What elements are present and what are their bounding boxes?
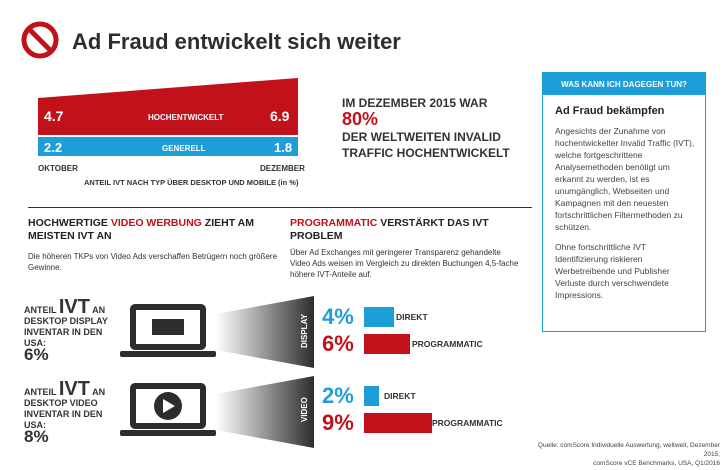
- prog-head-red: PROGRAMMATIC: [290, 217, 378, 229]
- display-an-word: AN: [92, 305, 106, 315]
- label-hoch-end: 6.9: [270, 108, 290, 124]
- video-desc: DESKTOP VIDEO INVENTAR IN DEN USA:: [24, 398, 103, 430]
- label-hoch-start: 4.7: [44, 108, 64, 124]
- sidebar-subheading: Ad Fraud bekämpfen: [555, 105, 665, 117]
- display-direkt-bar: [364, 307, 394, 327]
- source-note: Quelle: comScore Individuelle Auswertung…: [520, 441, 720, 468]
- label-gen-end: 1.8: [274, 140, 292, 155]
- sidebar-panel: WAS KANN ICH DAGEGEN TUN? Ad Fraud bekäm…: [542, 72, 706, 332]
- series-label-hochentwickelt: HOCHENTWICKELT: [148, 113, 224, 122]
- display-prog-bar: [364, 334, 410, 354]
- laptop-display-icon: [120, 304, 216, 357]
- laptop-video-icon: [120, 383, 216, 436]
- ivt-area-chart: 4.7 6.9 HOCHENTWICKELT 2.2 1.8 GENERELL …: [38, 78, 305, 187]
- video-prog-bar: [364, 413, 432, 433]
- video-direkt-label: DIREKT: [384, 391, 416, 401]
- video-prog-percent: 9%: [322, 410, 354, 435]
- area-hochentwickelt: [38, 78, 298, 135]
- video-beam: VIDEO: [216, 376, 314, 448]
- video-percent: 8%: [24, 427, 49, 446]
- video-direkt-percent: 2%: [322, 383, 354, 408]
- x-tick-dezember: DEZEMBER: [260, 164, 305, 173]
- video-direkt-bar: [364, 386, 379, 406]
- label-gen-start: 2.2: [44, 140, 62, 155]
- video-head-part1: HOCHWERTIGE: [28, 217, 111, 229]
- video-section-body: Die höheren TKPs von Video Ads verschaff…: [28, 252, 278, 272]
- stat-prefix: IM DEZEMBER 2015 WAR: [342, 96, 488, 110]
- programmatic-section-heading: PROGRAMMATIC VERSTÄRKT DAS IVT PROBLEM: [290, 217, 540, 243]
- display-anteil-word: ANTEIL: [24, 305, 57, 315]
- stat-text: IM DEZEMBER 2015 WAR 80% DER WELTWEITEN …: [342, 95, 522, 161]
- video-head-part2: ZIEHT AM MEISTEN IVT AN: [28, 217, 254, 242]
- beam-label-video: VIDEO: [300, 397, 309, 422]
- video-an-word: AN: [92, 387, 106, 397]
- x-tick-oktober: OKTOBER: [38, 164, 78, 173]
- sidebar-heading: WAS KANN ICH DAGEGEN TUN?: [543, 73, 705, 95]
- area-generell: [38, 137, 298, 156]
- video-section-heading: HOCHWERTIGE VIDEO WERBUNG ZIEHT AM MEIST…: [28, 217, 278, 243]
- video-prog-label: PROGRAMMATIC: [432, 418, 503, 428]
- display-direkt-label: DIREKT: [396, 312, 428, 322]
- video-anteil-text: ANTEIL IVT AN DESKTOP VIDEO INVENTAR IN …: [24, 379, 124, 446]
- series-label-generell: GENERELL: [162, 144, 206, 153]
- display-percent: 6%: [24, 345, 49, 364]
- source-line-1: Quelle: comScore Individuelle Auswertung…: [537, 442, 720, 458]
- display-direkt-percent: 4%: [322, 304, 354, 329]
- display-prog-label: PROGRAMMATIC: [412, 339, 483, 349]
- section-divider: [28, 207, 532, 208]
- display-prog-percent: 6%: [322, 331, 354, 356]
- source-line-2: comScore vCE Benchmarks, USA, Q1/2016: [593, 460, 720, 467]
- page-title: Ad Fraud entwickelt sich weiter: [72, 29, 401, 54]
- sidebar-paragraph-2: Ohne fortschrittliche IVT Identifizierun…: [555, 242, 670, 300]
- prog-head-rest: VERSTÄRKT DAS IVT PROBLEM: [290, 217, 489, 242]
- display-beam: DISPLAY: [216, 296, 314, 368]
- display-anteil-text: ANTEIL IVT AN DESKTOP DISPLAY INVENTAR I…: [24, 297, 124, 364]
- video-head-red: VIDEO WERBUNG: [110, 217, 202, 229]
- video-ivt-word: IVT: [58, 378, 90, 400]
- video-anteil-word: ANTEIL: [24, 387, 57, 397]
- chart-caption: ANTEIL IVT NACH TYP ÜBER DESKTOP UND MOB…: [84, 178, 299, 187]
- stat-percent: 80%: [342, 109, 379, 129]
- beam-label-display: DISPLAY: [300, 313, 309, 348]
- stat-suffix: DER WELTWEITEN INVALID TRAFFIC HOCHENTWI…: [342, 130, 510, 160]
- sidebar-paragraph-1: Angesichts der Zunahme von hochentwickel…: [555, 126, 695, 232]
- display-ivt-word: IVT: [58, 296, 90, 318]
- display-desc: DESKTOP DISPLAY INVENTAR IN DEN USA:: [24, 316, 108, 348]
- programmatic-section-body: Über Ad Exchanges mit geringerer Transpa…: [290, 248, 519, 279]
- no-sign-icon: [21, 21, 59, 59]
